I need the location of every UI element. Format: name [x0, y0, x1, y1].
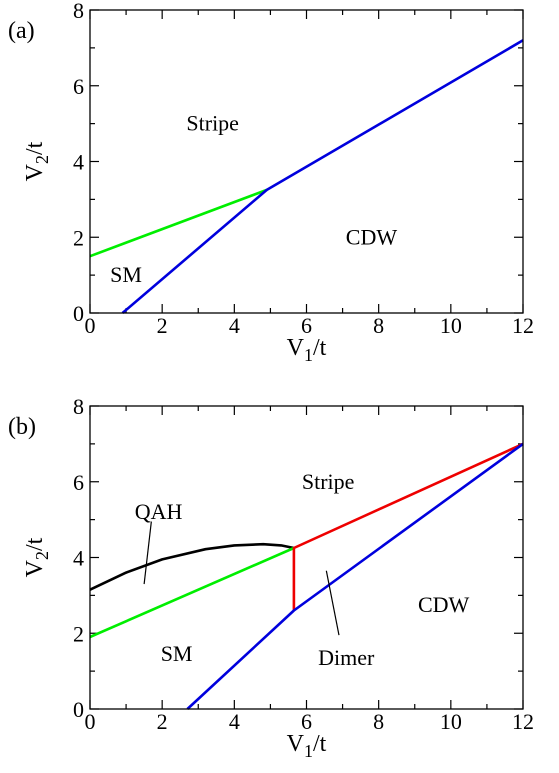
y-tick-label: 8: [73, 394, 84, 419]
region-label: Stripe: [186, 111, 239, 136]
x-tick-label: 8: [373, 709, 384, 734]
annotation-leader: [143, 521, 152, 585]
phase-boundary-line: [89, 188, 268, 258]
y-tick-label: 2: [73, 621, 84, 646]
x-tick-label: 2: [157, 709, 168, 734]
x-tick-label: 10: [440, 313, 462, 338]
x-tick-label: 4: [229, 709, 240, 734]
x-tick-label: 0: [85, 313, 96, 338]
x-tick-label: 12: [512, 709, 534, 734]
x-tick-label: 0: [85, 709, 96, 734]
x-tick-label: 6: [301, 313, 312, 338]
y-tick-label: 6: [73, 470, 84, 495]
y-tick-label: 6: [73, 74, 84, 99]
x-tick-label: 12: [512, 313, 534, 338]
annotation-leader: [325, 570, 340, 636]
panel-a: 0 2 4 6 8 10 12 0 2 4 6 8 Stripe CDW SM (a) V1/t V2/t: [8, 0, 534, 365]
x-tick-label: 2: [157, 313, 168, 338]
region-label: SM: [110, 262, 142, 287]
region-label: Stripe: [302, 469, 355, 494]
y-tick-label: 2: [73, 225, 84, 250]
y-tick-label: 0: [73, 301, 84, 326]
region-label: SM: [161, 641, 193, 666]
panel-label: (b): [8, 414, 36, 440]
panel-b: 0 2 4 6 8 10 12 0 2 4 6 8 Stripe QAH CDW SM Dimer (b) V1/t…: [8, 394, 534, 761]
panel-label: (a): [8, 18, 35, 44]
plot-frame: [89, 405, 524, 710]
region-label: CDW: [346, 224, 398, 249]
x-tick-label: 4: [229, 313, 240, 338]
phase-boundary-line: [292, 442, 524, 611]
y-tick-label: 0: [73, 697, 84, 722]
region-label: Dimer: [318, 645, 375, 670]
phase-boundary-line: [89, 542, 295, 591]
x-tick-label: 6: [301, 709, 312, 734]
x-axis-label: V1/t: [287, 335, 327, 365]
x-tick-label: 8: [373, 313, 384, 338]
x-tick-label: 10: [440, 709, 462, 734]
y-tick-label: 8: [73, 0, 84, 23]
y-tick-label: 4: [73, 150, 84, 175]
y-axis-label: V2/t: [22, 537, 52, 577]
phase-boundary-line: [186, 442, 524, 710]
phase-boundary-line: [121, 39, 524, 314]
region-label: CDW: [418, 592, 470, 617]
x-axis-label: V1/t: [287, 731, 327, 761]
y-axis-label: V2/t: [22, 141, 52, 181]
plot-frame: [89, 9, 524, 314]
region-label: QAH: [135, 499, 183, 524]
phase-boundary-line: [89, 546, 295, 639]
y-tick-label: 4: [73, 546, 84, 571]
